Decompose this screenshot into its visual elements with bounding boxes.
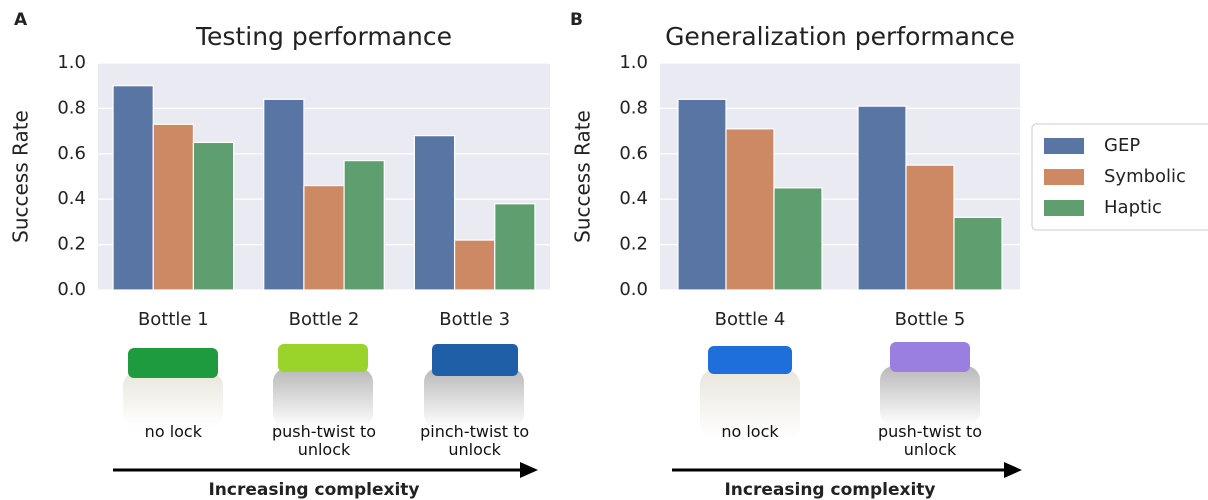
y-tick-label: 0.8 — [619, 97, 648, 118]
y-tick-label: 0.8 — [57, 97, 86, 118]
x-tick-label: Bottle 1 — [138, 309, 209, 330]
bottle-images — [123, 342, 980, 440]
bottle-caption: pinch-twist to unlock — [420, 422, 530, 459]
y-axis-label: Success Rate — [9, 110, 33, 243]
complexity-arrows — [113, 462, 1022, 478]
bar — [192, 141, 235, 291]
y-tick-label: 0.0 — [619, 279, 648, 300]
y-tick-label: 0.4 — [57, 188, 86, 209]
x-tick-label: Bottle 4 — [715, 309, 786, 330]
legend-label: GEP — [1104, 135, 1140, 156]
y-tick-label: 1.0 — [619, 52, 648, 73]
y-axis-label: Success Rate — [571, 110, 595, 243]
legend-swatch — [1044, 138, 1084, 154]
footer-label: Increasing complexity — [208, 480, 419, 500]
bottle-caption: no lock — [721, 422, 779, 441]
y-tick-label: 0.2 — [619, 234, 648, 255]
footer-label: Increasing complexity — [724, 480, 935, 500]
y-tick-label: 0.6 — [57, 143, 86, 164]
y-tick-label: 0.0 — [57, 279, 86, 300]
chart-title: Testing performance — [195, 22, 452, 51]
y-tick-label: 0.2 — [57, 234, 86, 255]
bar — [677, 98, 727, 291]
legend-swatch — [1044, 200, 1084, 216]
legend-label: Symbolic — [1104, 166, 1186, 187]
chart-title: Generalization performance — [665, 22, 1015, 51]
bar — [725, 128, 775, 291]
bottle-caption: no lock — [144, 422, 202, 441]
bar — [112, 85, 154, 291]
bar — [152, 123, 195, 291]
bar — [343, 160, 385, 291]
legend-label: Haptic — [1104, 197, 1162, 218]
y-tick-label: 0.4 — [619, 188, 648, 209]
bar — [453, 239, 496, 291]
y-tick-label: 1.0 — [57, 52, 86, 73]
x-tick-label: Bottle 2 — [289, 309, 360, 330]
y-tick-label: 0.6 — [619, 143, 648, 164]
bar — [857, 105, 907, 291]
panel-label: A — [14, 10, 28, 30]
bar — [494, 203, 536, 291]
x-tick-label: Bottle 5 — [895, 309, 966, 330]
bottle-caption: push-twist to unlock — [877, 422, 983, 459]
bar — [263, 98, 305, 291]
bar — [303, 184, 345, 291]
bottle-caption: push-twist to unlock — [271, 422, 377, 459]
x-tick-label: Bottle 3 — [439, 309, 510, 330]
panel-label: B — [570, 10, 583, 30]
bar — [905, 164, 955, 291]
legend-swatch — [1044, 169, 1084, 185]
bar — [413, 135, 456, 291]
bar — [773, 187, 823, 291]
bar — [953, 216, 1003, 291]
